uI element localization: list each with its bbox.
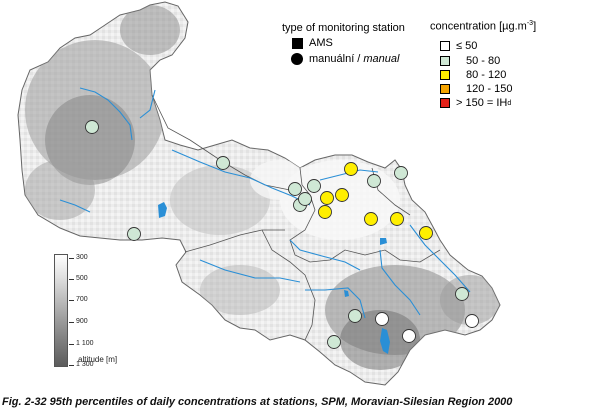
legend-swatch — [440, 70, 450, 80]
station-marker — [320, 191, 334, 205]
altitude-scale-bar — [54, 254, 68, 367]
station-marker — [307, 179, 321, 193]
altitude-tick: 1 300 — [69, 361, 94, 368]
station-marker — [327, 335, 341, 349]
circle-icon — [291, 53, 303, 65]
legend-ams-label: AMS — [309, 37, 333, 49]
legend-class: 80 - 120 — [440, 69, 506, 81]
rivers — [59, 87, 471, 319]
legend-class-label: 80 - 120 — [466, 69, 507, 81]
square-icon — [292, 37, 303, 49]
legend-manual-label-italic: manual — [363, 53, 400, 65]
altitude-label: altitude [m] — [78, 355, 118, 364]
station-marker — [375, 312, 389, 326]
station-marker — [455, 287, 469, 301]
legend-swatch — [440, 56, 450, 66]
station-marker — [367, 174, 381, 188]
station-marker — [318, 205, 332, 219]
legend-class-label: > 150 = IH — [456, 97, 508, 109]
concentration-legend-title: concentration [µg.m-3] — [430, 20, 536, 33]
station-marker — [390, 212, 404, 226]
legend-class-label: 50 - 80 — [466, 55, 501, 67]
legend-class-label: 120 - 150 — [466, 83, 513, 95]
station-marker — [288, 182, 302, 196]
concentration-title-text: concentration [µg.m — [430, 20, 527, 33]
legend-manual: manuální / manual — [291, 53, 399, 65]
altitude-tick: 900 — [69, 318, 88, 325]
station-marker — [364, 212, 378, 226]
legend-class-label: ≤ 50 — [456, 40, 478, 52]
station-marker — [348, 309, 362, 323]
concentration-title-sup: -3 — [526, 20, 534, 27]
legend-ams: AMS — [292, 37, 333, 49]
altitude-tick: 1 100 — [69, 340, 94, 347]
station-type-legend-title: type of monitoring station — [282, 22, 405, 34]
legend-manual-label: manuální / — [309, 53, 361, 65]
legend-class: ≤ 50 — [440, 40, 477, 52]
station-markers — [85, 120, 479, 349]
altitude-tick: 300 — [69, 254, 88, 261]
station-marker — [335, 188, 349, 202]
station-marker — [402, 329, 416, 343]
altitude-tick: 500 — [69, 275, 88, 282]
region-map — [17, 1, 501, 386]
station-marker — [394, 166, 408, 180]
legend-class: 50 - 80 — [440, 55, 500, 67]
station-marker — [85, 120, 99, 134]
station-marker — [127, 227, 141, 241]
legend-swatch — [440, 41, 450, 51]
station-marker — [298, 192, 312, 206]
station-marker — [344, 162, 358, 176]
station-marker — [216, 156, 230, 170]
legend-class: > 150 = IH d — [440, 97, 511, 109]
station-marker — [419, 226, 433, 240]
region-terrain — [17, 1, 501, 386]
station-marker — [465, 314, 479, 328]
legend-class: 120 - 150 — [440, 83, 512, 95]
legend-swatch — [440, 84, 450, 94]
figure-caption: Fig. 2-32 95th percentiles of daily conc… — [2, 396, 513, 408]
lakes — [158, 202, 390, 354]
concentration-title-end: ] — [533, 20, 537, 33]
legend-swatch — [440, 98, 450, 108]
altitude-tick: 700 — [69, 296, 88, 303]
legend-class-sub: d — [507, 99, 512, 107]
